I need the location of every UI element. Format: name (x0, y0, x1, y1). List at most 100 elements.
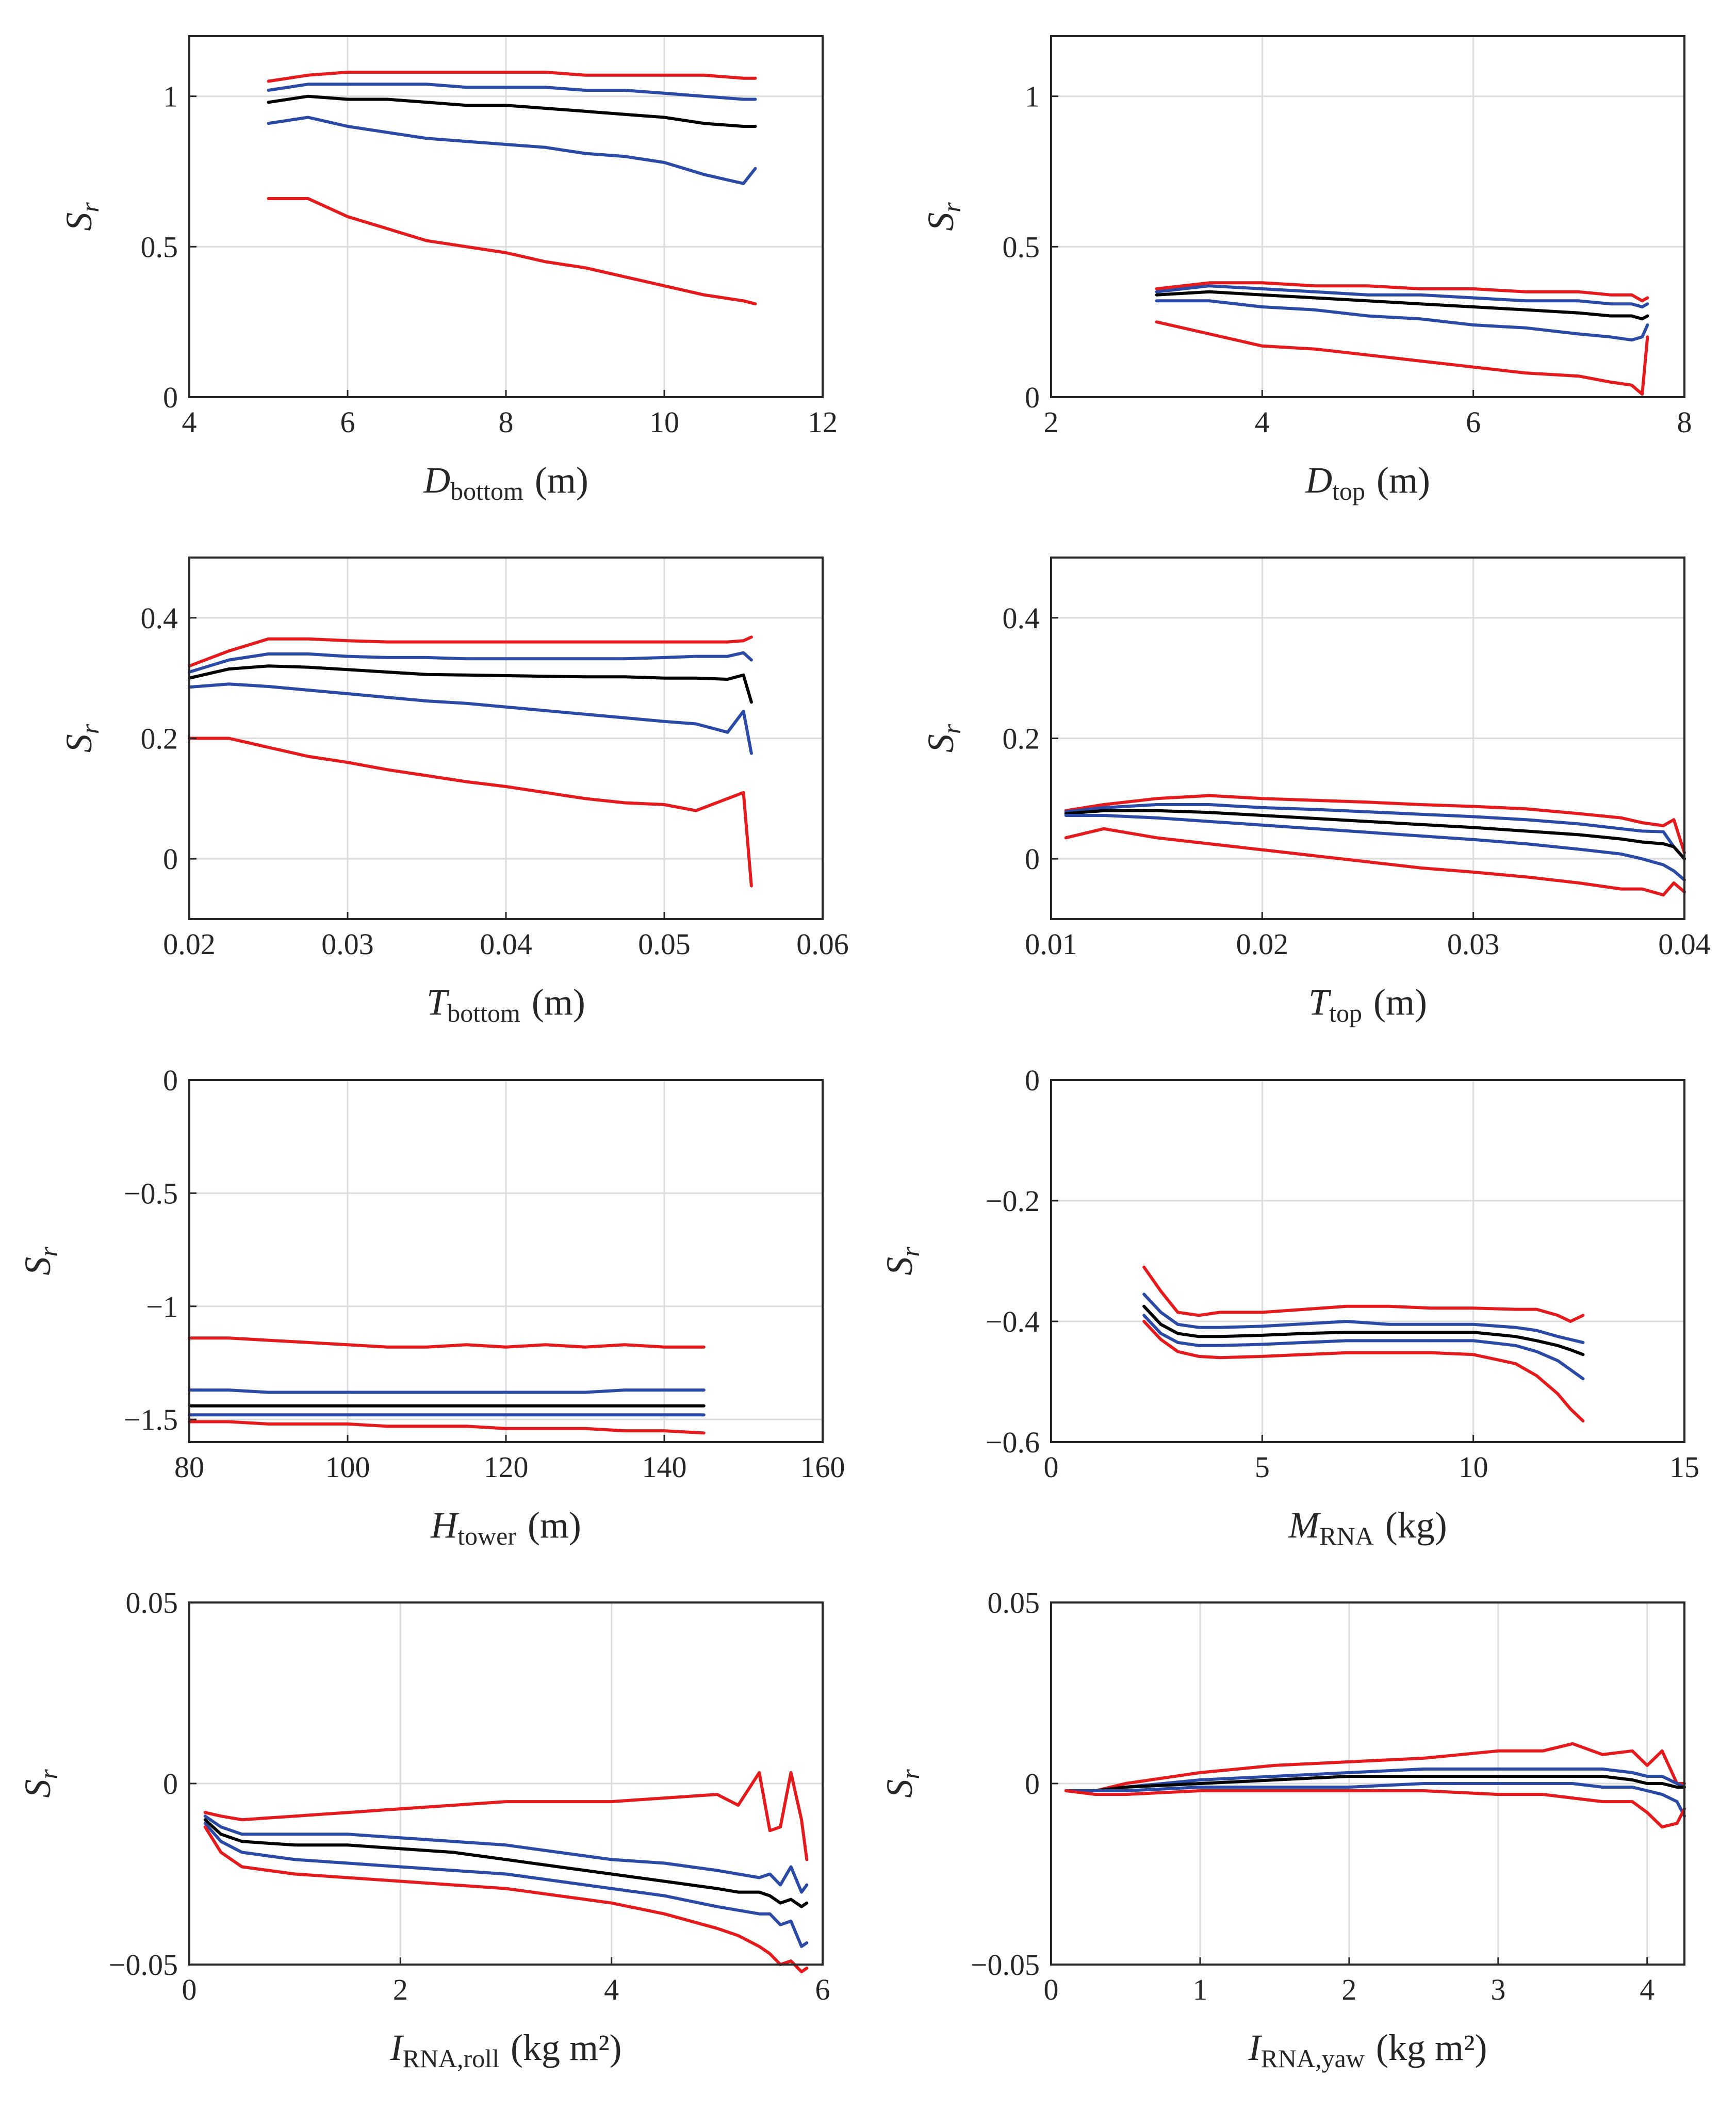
x-tick-label: 12 (808, 405, 838, 439)
x-axis-unit: (m) (532, 982, 585, 1023)
series-line-lower-blue (203, 1822, 809, 1948)
y-tick-label: −1.5 (124, 1403, 178, 1436)
x-tick-label: 4 (182, 405, 197, 439)
y-tick-label: −0.05 (109, 1948, 178, 1982)
x-axis-label: MRNA (kg) (1288, 1504, 1447, 1550)
y-tick-label: 0 (1025, 1767, 1040, 1801)
y-axis-subscript: r (896, 1247, 925, 1257)
x-axis-symbol: M (1288, 1504, 1321, 1546)
series-line-median (1142, 1304, 1585, 1356)
y-axis-symbol: S (879, 1779, 920, 1798)
x-tick-label: 100 (325, 1450, 370, 1484)
x-tick-label: 0.05 (638, 927, 691, 961)
x-tick-label: 1 (1192, 1973, 1207, 2006)
series-line-lower-red (1064, 827, 1686, 897)
x-axis-label: IRNA,roll (kg m²) (389, 2027, 621, 2073)
series-line-upper-blue (1064, 1767, 1686, 1792)
series-line-lower-red (1142, 1320, 1585, 1423)
x-axis-unit: (kg) (1385, 1504, 1447, 1546)
y-tick-label: 0.2 (141, 722, 178, 756)
series-line-lower-blue (1155, 299, 1649, 342)
x-axis-subscript: tower (457, 1522, 516, 1550)
series-line-upper-red (1155, 281, 1649, 303)
series-line-lower-red (267, 197, 757, 306)
x-tick-label: 2 (393, 1973, 408, 2006)
panel-t-bottom: 0.02 0.03 0.04 0.05 0.06 0 0.2 0.4 Tbottom (m) Sr (58, 557, 849, 1027)
y-tick-label: 0 (163, 1767, 178, 1801)
y-axis-symbol: S (920, 212, 961, 231)
x-tick-label: 0.04 (1658, 927, 1711, 961)
x-tick-label: 2 (1341, 1973, 1356, 2006)
y-tick-label: −0.5 (124, 1176, 178, 1210)
series-line-median (1155, 290, 1649, 321)
series-line-lower-blue (1142, 1314, 1585, 1381)
y-axis-symbol: S (58, 734, 100, 753)
x-tick-label: 0.01 (1025, 927, 1077, 961)
series-line-median (1064, 809, 1686, 861)
series-line-lower-red (203, 1825, 809, 1973)
x-tick-label: 6 (1466, 405, 1481, 439)
x-axis-unit: (m) (1373, 982, 1427, 1023)
panel-t-top: 0.01 0.02 0.03 0.04 0 0.2 0.4 Ttop (m) Sr (920, 557, 1711, 1027)
y-axis-subscript: r (75, 724, 104, 734)
y-tick-label: 0.05 (988, 1586, 1040, 1620)
series-line-lower-blue (188, 682, 753, 755)
y-axis-label: Sr (920, 202, 966, 231)
panel-d-bottom: 4 6 8 10 12 0 0.5 1 Dbottom (m) Sr (58, 35, 838, 505)
series-line-upper-blue (1064, 803, 1686, 861)
series-line-upper-blue (1155, 284, 1649, 308)
x-axis-label: Htower (m) (430, 1504, 581, 1550)
x-tick-label: 4 (1255, 405, 1270, 439)
series-line-median (203, 1818, 809, 1908)
x-tick-label: 0.02 (1236, 927, 1289, 961)
y-axis-symbol: S (17, 1779, 58, 1798)
y-axis-label: Sr (879, 1247, 925, 1275)
y-axis-label: Sr (920, 724, 966, 753)
x-axis-unit: (m) (535, 460, 588, 501)
x-tick-label: 0 (1044, 1973, 1059, 2006)
y-tick-label: −0.05 (971, 1948, 1040, 1982)
y-tick-label: 0.5 (1003, 230, 1040, 264)
x-tick-label: 15 (1669, 1450, 1699, 1484)
x-axis-subscript: RNA,yaw (1261, 2044, 1365, 2073)
series-line-lower-red (188, 737, 753, 888)
x-axis-label: IRNA,yaw (kg m²) (1248, 2027, 1487, 2073)
series-line-upper-red (1142, 1265, 1585, 1323)
x-axis-label: Dtop (m) (1305, 460, 1430, 505)
y-axis-symbol: S (17, 1257, 58, 1275)
x-tick-label: 0.03 (321, 927, 374, 961)
y-tick-label: 0.5 (141, 230, 178, 264)
y-axis-symbol: S (920, 734, 961, 753)
series-line-upper-red (1064, 1742, 1686, 1792)
x-tick-label: 0 (182, 1973, 197, 2006)
x-axis-subscript: RNA (1319, 1522, 1374, 1550)
series-line-upper-red (1064, 794, 1686, 855)
y-tick-label: −0.4 (986, 1305, 1040, 1338)
y-tick-label: −1 (146, 1290, 178, 1323)
y-tick-label: 0.05 (126, 1586, 178, 1620)
y-tick-label: −0.6 (986, 1426, 1040, 1459)
x-axis-subscript: bottom (450, 477, 523, 505)
x-axis-unit: (m) (1377, 460, 1430, 501)
x-axis-symbol: T (427, 982, 450, 1023)
y-tick-label: 0.4 (1003, 601, 1040, 635)
x-tick-label: 0.04 (480, 927, 532, 961)
x-tick-label: 0 (1044, 1450, 1059, 1484)
x-axis-symbol: T (1308, 982, 1332, 1023)
y-axis-subscript: r (75, 202, 104, 212)
series-line-lower-blue (267, 116, 757, 185)
panel-h-tower: 80 100 120 140 160 −1.5 −1 −0.5 0 Htower (m) Sr (17, 1064, 845, 1550)
series-line-median (188, 664, 753, 704)
series-line-lower-red (1064, 1789, 1686, 1829)
x-axis-label: Tbottom (m) (427, 982, 585, 1027)
y-axis-label: Sr (58, 724, 104, 753)
x-tick-label: 80 (174, 1450, 204, 1484)
x-tick-label: 0.06 (796, 927, 849, 961)
series-line-lower-red (188, 1420, 706, 1435)
series-line-upper-blue (1142, 1293, 1585, 1344)
x-tick-label: 0.02 (163, 927, 216, 961)
x-tick-label: 8 (1677, 405, 1692, 439)
x-tick-label: 5 (1255, 1450, 1270, 1484)
